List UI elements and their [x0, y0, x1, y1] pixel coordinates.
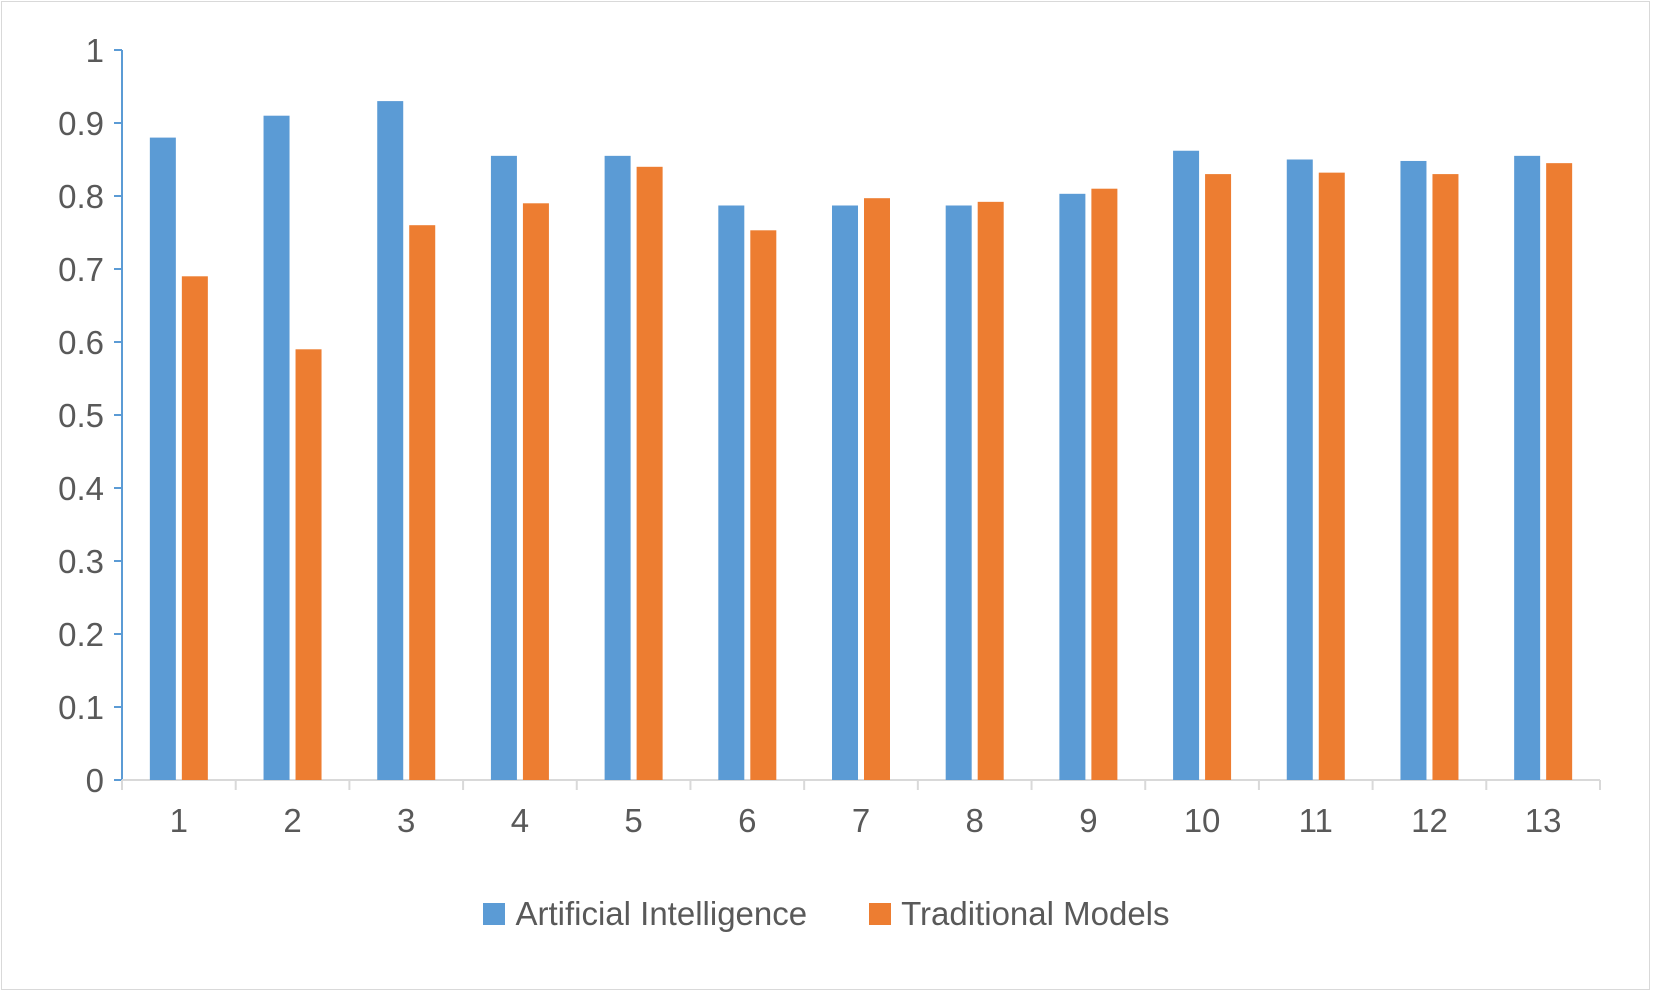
bar-artificial-intelligence-8: [945, 205, 972, 781]
x-tick-label: 5: [624, 802, 642, 839]
y-tick-label: 0.1: [58, 689, 104, 726]
bar-artificial-intelligence-7: [832, 205, 858, 781]
legend-label-artificial-intelligence: Artificial Intelligence: [515, 895, 808, 932]
x-tick-label: 7: [852, 802, 870, 839]
bar-artificial-intelligence-1: [149, 137, 176, 781]
legend: Artificial Intelligence Traditional Mode…: [0, 895, 1653, 933]
x-tick-label: 12: [1411, 802, 1448, 839]
y-tick-label: 1: [86, 32, 104, 69]
bar-artificial-intelligence-13: [1514, 155, 1541, 781]
bar-traditional-models-5: [636, 166, 663, 781]
bar-traditional-models-13: [1546, 163, 1573, 780]
bar-traditional-models-11: [1318, 172, 1345, 780]
legend-swatch-artificial-intelligence: [483, 903, 506, 925]
y-tick-label: 0: [86, 762, 104, 799]
legend-swatch-traditional-models: [869, 903, 892, 925]
bar-traditional-models-12: [1432, 174, 1459, 781]
y-tick-label: 0.7: [58, 251, 104, 288]
y-axis: 0 0.1 0.2 0.3 0.4 0.5 0.6 0.7 0.8 0.9 1: [58, 32, 123, 799]
bar-artificial-intelligence-12: [1400, 160, 1427, 780]
bar-artificial-intelligence-11: [1286, 159, 1313, 780]
x-tick-label: 11: [1299, 802, 1333, 839]
legend-item-artificial-intelligence: Artificial Intelligence: [483, 895, 807, 933]
y-tick-label: 0.6: [58, 324, 104, 361]
bar-traditional-models-8: [977, 201, 1004, 781]
x-tick-label: 8: [966, 802, 984, 839]
bar-traditional-models-1: [181, 276, 208, 780]
legend-item-traditional-models: Traditional Models: [869, 895, 1170, 933]
x-tick-label: 6: [738, 802, 756, 839]
bar-artificial-intelligence-9: [1059, 193, 1086, 780]
x-tick-label: 4: [511, 802, 529, 839]
bar-artificial-intelligence-2: [263, 115, 290, 780]
y-tick-label: 0.8: [58, 178, 104, 215]
x-tick-label: 10: [1184, 802, 1221, 839]
bar-traditional-models-3: [409, 225, 436, 780]
bar-traditional-models-6: [750, 230, 777, 780]
x-axis: 1 2 3 4 5 6 7 8 9 10 11 12 13: [121, 779, 1601, 839]
x-tick-label: 13: [1525, 802, 1562, 839]
bar-traditional-models-2: [295, 349, 322, 780]
bar-traditional-models-9: [1091, 188, 1118, 780]
y-tick-label: 0.4: [58, 470, 104, 507]
y-tick-label: 0.5: [58, 397, 104, 434]
bars: [149, 101, 1573, 781]
x-tick-label: 1: [170, 802, 188, 839]
x-tick-label: 9: [1079, 802, 1097, 839]
y-tick-label: 0.2: [58, 616, 104, 653]
y-tick-label: 0.3: [58, 543, 104, 580]
bar-traditional-models-7: [864, 198, 890, 780]
x-tick-label: 2: [283, 802, 301, 839]
y-tick-label: 0.9: [58, 105, 104, 142]
bar-traditional-models-10: [1205, 174, 1232, 781]
bar-artificial-intelligence-5: [604, 155, 631, 781]
bar-artificial-intelligence-4: [490, 155, 517, 781]
x-tick-label: 3: [397, 802, 415, 839]
bar-traditional-models-4: [522, 203, 549, 781]
legend-label-traditional-models: Traditional Models: [901, 895, 1170, 932]
bar-artificial-intelligence-6: [718, 205, 745, 781]
bar-artificial-intelligence-10: [1173, 150, 1200, 781]
bar-artificial-intelligence-3: [377, 101, 404, 781]
